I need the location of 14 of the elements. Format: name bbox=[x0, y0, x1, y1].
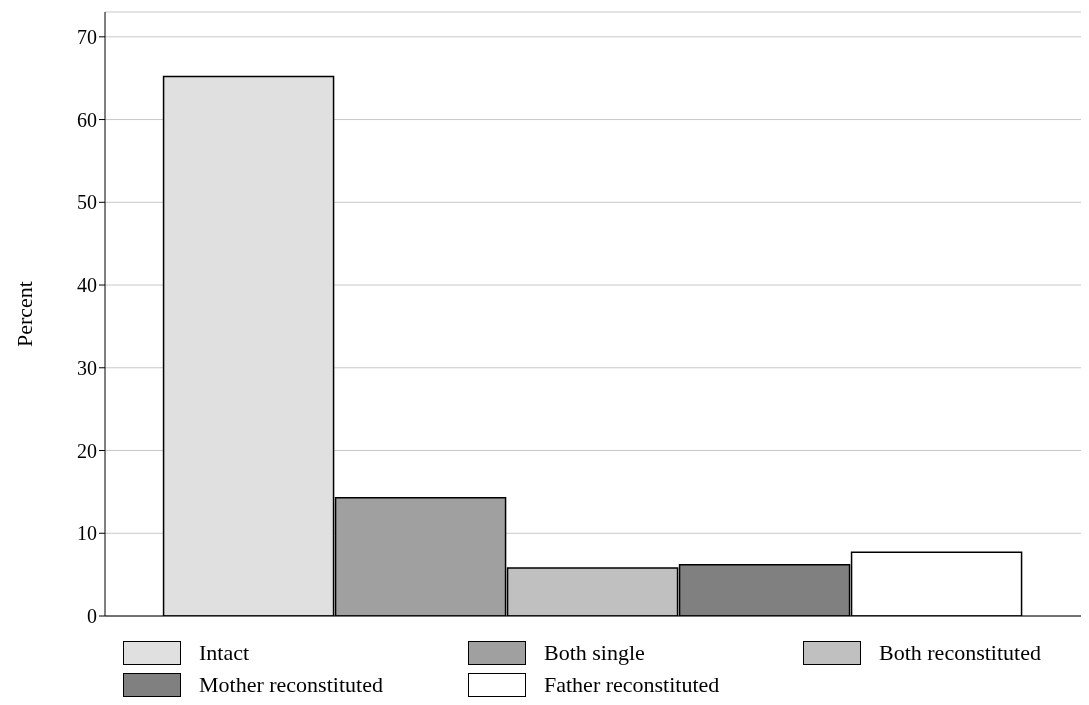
y-tick-label: 0 bbox=[87, 605, 97, 628]
legend-label: Father reconstituted bbox=[544, 672, 720, 698]
y-tick-label: 10 bbox=[77, 522, 97, 545]
legend-label: Intact bbox=[199, 640, 250, 666]
y-tick-label: 70 bbox=[77, 25, 97, 48]
y-tick-label: 60 bbox=[77, 108, 97, 131]
y-tick-label: 40 bbox=[77, 274, 97, 297]
legend-label: Both single bbox=[544, 640, 645, 666]
y-tick-label: 50 bbox=[77, 191, 97, 214]
y-tick-label: 20 bbox=[77, 439, 97, 462]
legend-label: Both reconstituted bbox=[879, 640, 1041, 666]
y-tick-label: 30 bbox=[77, 356, 97, 379]
legend-label: Mother reconstituted bbox=[199, 672, 383, 698]
y-axis-title: Percent bbox=[11, 281, 37, 347]
